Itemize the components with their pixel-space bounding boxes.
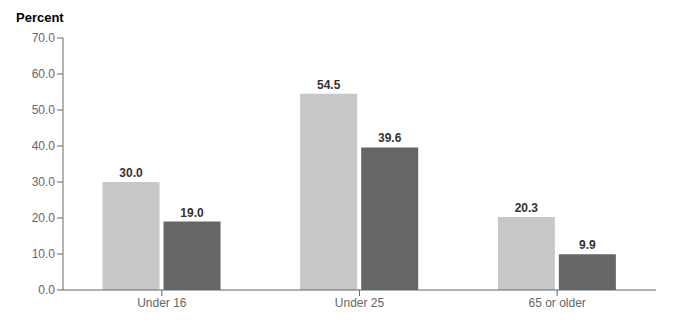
svg-text:39.6: 39.6 — [378, 131, 402, 145]
svg-text:30.0: 30.0 — [32, 175, 56, 189]
svg-text:60.0: 60.0 — [32, 67, 56, 81]
svg-text:30.0: 30.0 — [119, 166, 143, 180]
svg-text:54.5: 54.5 — [317, 78, 341, 92]
html-text:Percent: Percent — [16, 10, 64, 25]
svg-text:20.3: 20.3 — [515, 201, 539, 215]
svg-text:20.0: 20.0 — [32, 211, 56, 225]
svg-text:Under 25: Under 25 — [335, 296, 385, 310]
svg-text:40.0: 40.0 — [32, 139, 56, 153]
svg-text:Under 16: Under 16 — [137, 296, 187, 310]
svg-text:0.0: 0.0 — [38, 283, 55, 297]
svg-text:19.0: 19.0 — [180, 206, 204, 220]
svg-text:50.0: 50.0 — [32, 103, 56, 117]
svg-text:9.9: 9.9 — [579, 238, 596, 252]
svg-text:10.0: 10.0 — [32, 247, 56, 261]
svg-text:70.0: 70.0 — [32, 31, 56, 45]
svg-text:65 or older: 65 or older — [528, 296, 585, 310]
